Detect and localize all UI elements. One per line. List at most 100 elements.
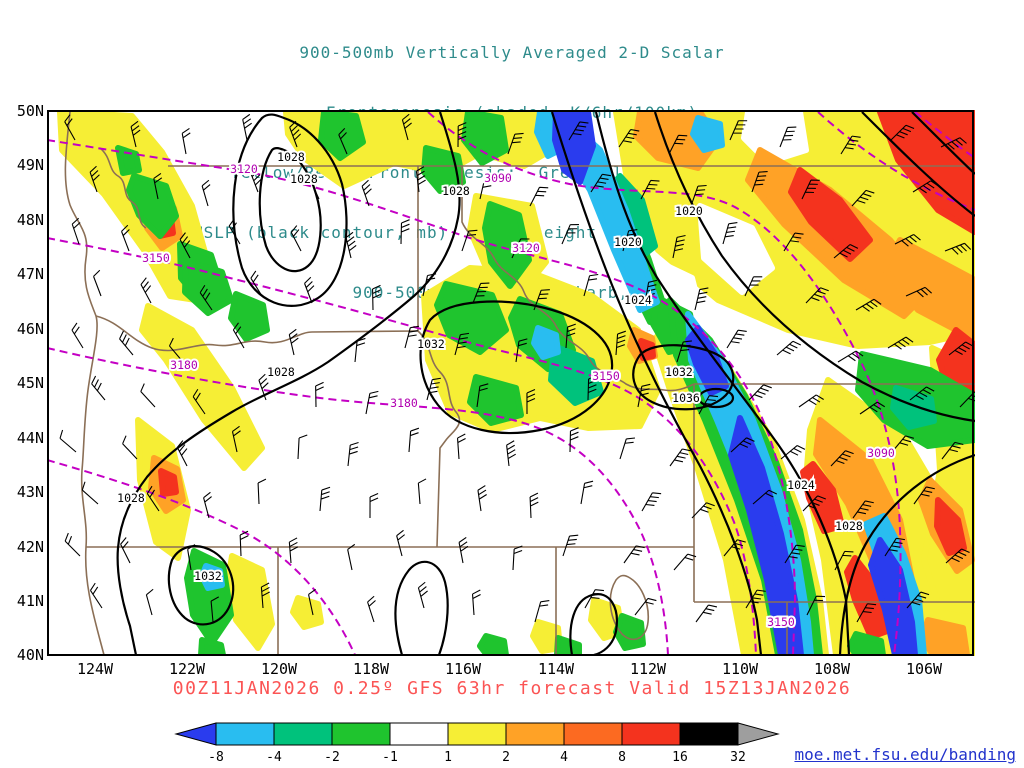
mslp-contour-label: 1028	[835, 519, 863, 533]
colorbar-arrow-right	[737, 722, 780, 746]
lon-axis-label: 108W	[813, 660, 851, 678]
wind-barb	[319, 486, 331, 512]
height-contour-label: 3120	[230, 162, 258, 176]
lon-axis-label: 122W	[168, 660, 206, 678]
wind-barb	[890, 124, 915, 141]
colorbar-tick-label: 8	[618, 750, 626, 765]
mslp-contours-layer	[116, 111, 976, 657]
height-contour-label: 3180	[170, 358, 198, 372]
wind-barb	[529, 186, 549, 207]
wind-barb	[851, 189, 875, 207]
colorbar-segment	[331, 722, 391, 746]
wind-barb	[673, 553, 697, 571]
wind-barb	[476, 383, 489, 408]
wind-barb	[119, 330, 134, 356]
colorbar-segment	[215, 722, 275, 746]
wind-barb	[618, 128, 640, 148]
wind-barb	[400, 219, 410, 245]
wind-barb	[315, 381, 324, 408]
wind-barb	[64, 532, 81, 557]
wind-barb	[941, 441, 964, 460]
blue-shading	[552, 109, 918, 658]
lat-axis-label: 42N	[16, 538, 44, 556]
wind-barb	[672, 234, 686, 259]
wind-barb	[583, 273, 599, 297]
wind-barb	[830, 450, 854, 467]
wind-barb	[619, 437, 636, 460]
wind-barb	[250, 270, 263, 297]
wind-barb	[249, 165, 262, 193]
lon-axis-label: 112W	[629, 660, 667, 678]
wind-barb	[744, 276, 763, 297]
frontogenesis-shading-layer	[57, 109, 978, 658]
state-borders-layer	[64, 111, 975, 656]
lon-axis-label: 120W	[260, 660, 298, 678]
mslp-contour-label: 1032	[417, 337, 445, 351]
wind-barb	[140, 277, 152, 304]
lat-axis-label: 40N	[16, 646, 44, 664]
wind-barb	[615, 330, 626, 356]
wind-barb	[905, 286, 932, 298]
wind-barb	[855, 298, 882, 312]
colorbar-tick-label: 32	[730, 750, 746, 765]
wind-barb	[565, 323, 576, 349]
lat-axis-label: 48N	[16, 211, 44, 229]
wind-barb	[179, 232, 191, 259]
wind-barb	[637, 383, 651, 408]
wind-barb	[93, 269, 102, 297]
wind-barb	[71, 217, 81, 245]
wind-barb	[457, 122, 467, 148]
wind-barb	[668, 134, 688, 155]
wind-barb	[257, 478, 267, 505]
wind-barb	[894, 234, 921, 247]
wind-barb	[121, 224, 130, 252]
wind-barb	[120, 537, 131, 564]
wind-barb	[779, 126, 797, 148]
wind-barb	[534, 600, 550, 623]
wind-barb	[369, 493, 379, 519]
wind-barb	[290, 225, 302, 252]
colorbar-segment	[389, 722, 449, 746]
wind-barb	[91, 375, 106, 401]
wind-barb	[361, 179, 372, 207]
lon-axis-label: 114W	[537, 660, 575, 678]
wind-barb	[59, 429, 77, 453]
wind-barb	[623, 545, 645, 564]
title-line: 900-500mb Vertically Averaged 2-D Scalar	[299, 43, 725, 62]
wind-barb	[90, 582, 103, 609]
wind-barbs-layer	[59, 113, 983, 623]
wind-barb	[130, 120, 141, 148]
colorbar-tick-label: -1	[382, 750, 398, 765]
height-contour-label: 3150	[592, 369, 620, 383]
banding-link[interactable]: moe.met.fsu.edu/banding	[794, 745, 1016, 764]
wind-barb	[64, 114, 76, 141]
wind-barb	[289, 120, 302, 148]
wind-barb	[909, 386, 935, 401]
wind-barb	[940, 137, 967, 150]
contour-labels-layer: 1028 1028 1028 1020 1020 1024 1032 1028 1032 1036…	[115, 148, 897, 631]
wind-barb	[472, 282, 490, 304]
wind-barb	[258, 373, 269, 401]
wind-barb	[479, 176, 494, 200]
lon-axis-label: 124W	[76, 660, 114, 678]
wind-barb	[417, 581, 428, 609]
wind-barb	[187, 544, 196, 571]
colorbar-tick-label: -4	[266, 750, 282, 765]
lat-axis-label: 43N	[16, 483, 44, 501]
wind-barb	[694, 287, 709, 311]
red-shading	[155, 109, 978, 640]
wind-barb	[372, 284, 381, 311]
colorbar-tick-label: -8	[208, 750, 224, 765]
wind-barb	[906, 591, 930, 609]
wind-barb	[748, 384, 772, 401]
wind-barb	[140, 383, 156, 408]
wind-barb	[690, 184, 707, 207]
wind-barb	[913, 486, 935, 505]
wind-barb	[396, 529, 406, 557]
wind-barb	[304, 276, 315, 304]
wind-barb	[239, 530, 249, 557]
lat-axis-label: 46N	[16, 320, 44, 338]
wind-barb	[168, 337, 184, 363]
wind-barb	[232, 322, 245, 349]
wind-barb	[641, 492, 662, 512]
